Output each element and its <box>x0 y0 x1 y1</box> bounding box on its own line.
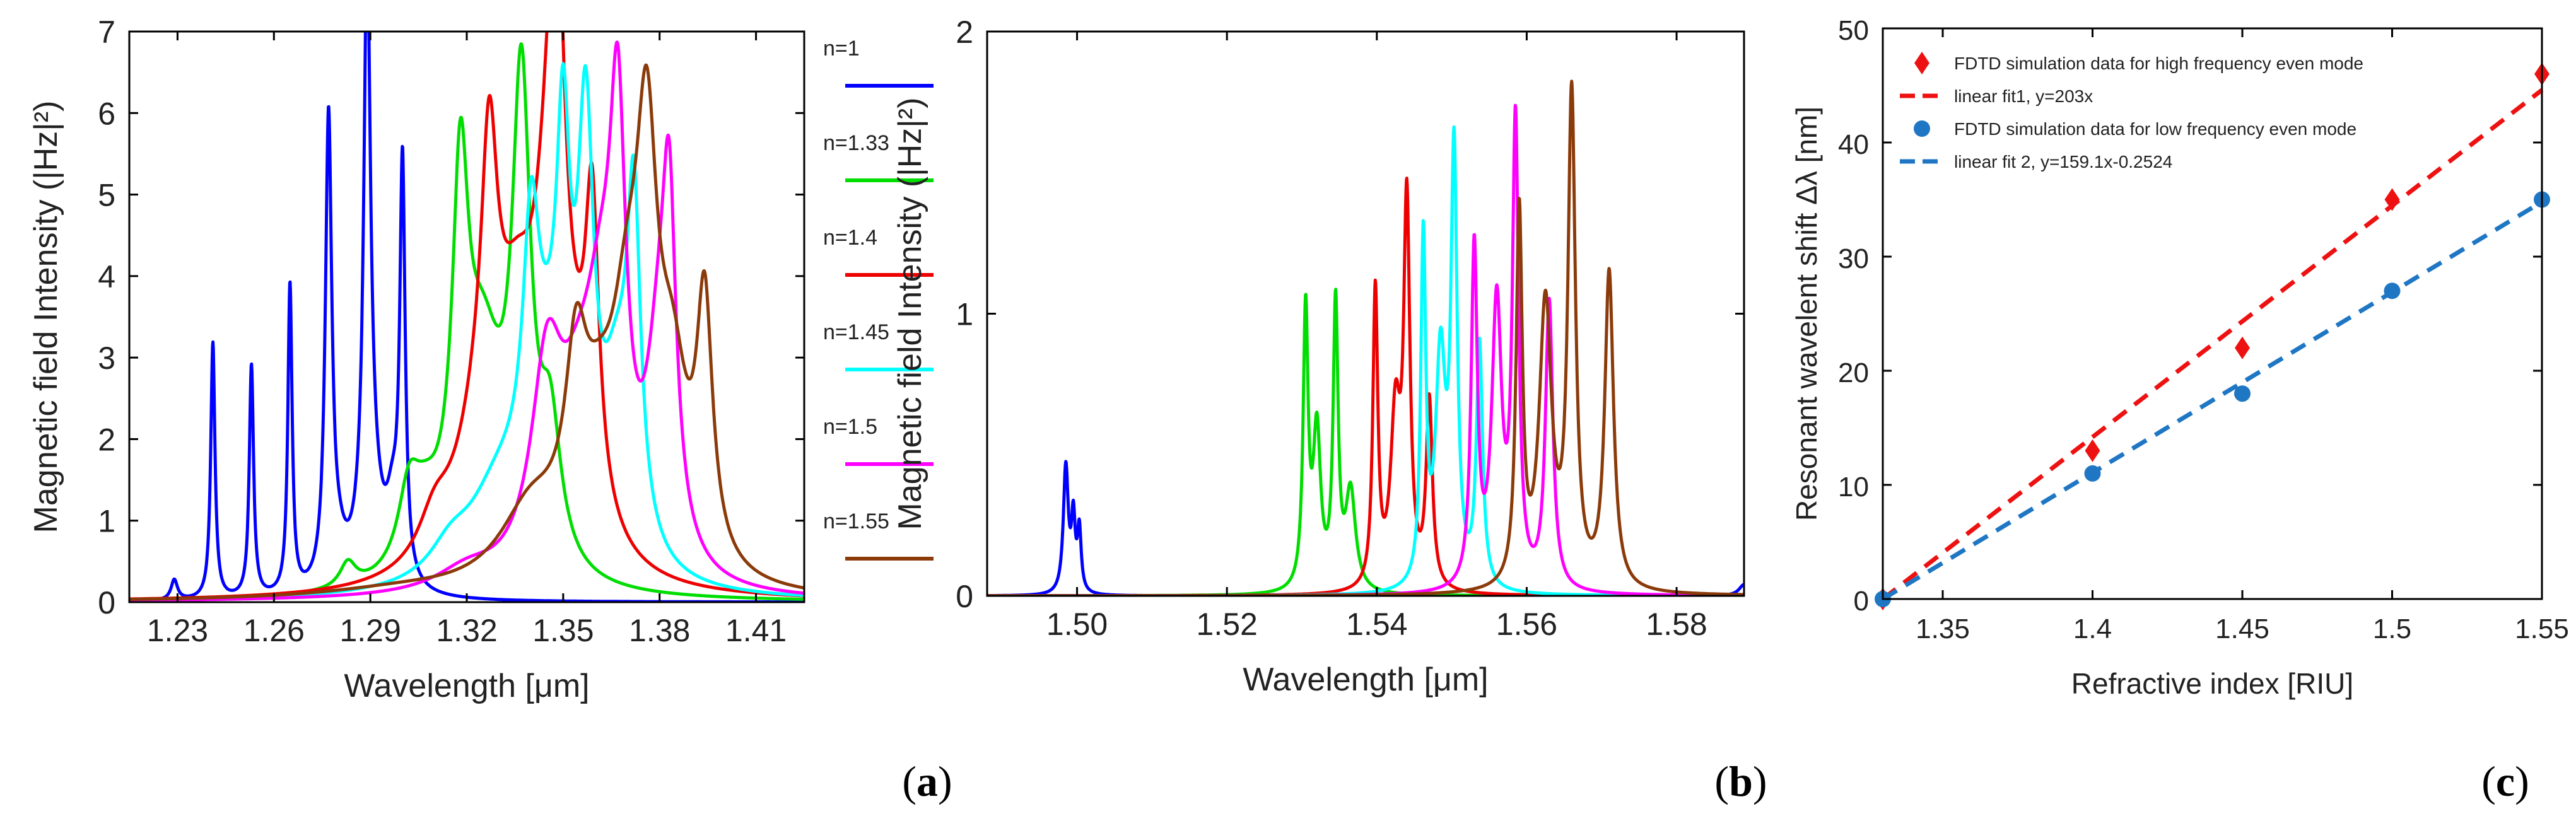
panel-b-chart: 1.50 1.52 1.54 1.56 1.58 0 1 2 Wavelength [μm] Ma… <box>892 15 1745 698</box>
b-xtick-label: 1.50 <box>1046 607 1108 642</box>
c-ytick-label: 40 <box>1838 129 1869 160</box>
a-series-line-n-1-33 <box>129 42 804 602</box>
a-ytick-label: 1 <box>98 504 115 539</box>
c-point-low-frequency <box>2234 385 2251 402</box>
b-plot-area <box>987 79 1744 596</box>
panel-a-label: (a) <box>902 757 952 805</box>
b-x-axis-label: Wavelength [μm] <box>1243 661 1488 698</box>
c-point-high-frequency <box>2235 336 2250 359</box>
c-x-axis-label: Refractive index [RIU] <box>2071 667 2353 700</box>
a-series-line-n-1-45 <box>129 62 804 602</box>
b-series-line-n-1-55 <box>987 79 1744 596</box>
a-y-axis-label: Magnetic field Intensity (|Hz|²) <box>28 101 64 533</box>
b-y-axis-label: Magnetic field Intensity (|Hz|²) <box>892 98 928 530</box>
legend-a-label: n=1.4 <box>823 226 877 250</box>
b-series-line-n-1-5 <box>987 103 1744 596</box>
a-x-axis-label: Wavelength [μm] <box>344 668 589 704</box>
a-ytick-label: 2 <box>98 422 115 457</box>
a-series-line-n-1-55 <box>129 63 804 602</box>
legend-c-label: FDTD simulation data for low frequency e… <box>1954 119 2356 139</box>
c-xtick-label: 1.45 <box>2215 614 2269 644</box>
panel-c-chart: 1.35 1.4 1.45 1.5 1.55 0 10 20 30 40 50 Refractive … <box>1790 15 2569 700</box>
c-fit-line <box>1882 200 2543 601</box>
a-xtick-label: 1.23 <box>147 613 208 648</box>
b-ytick-label: 0 <box>956 579 973 614</box>
a-series-line-n-1-5 <box>129 40 804 602</box>
c-fit-line <box>1881 88 2544 601</box>
a-ytick-label: 4 <box>98 259 115 294</box>
a-ytick-label: 6 <box>98 96 115 131</box>
panel-a-chart: 1.23 1.26 1.29 1.32 1.35 1.38 1.41 0 1 2 3 4 5 6 7 Wave… <box>28 15 805 704</box>
b-series-line-n-1-45 <box>987 125 1744 596</box>
legend-a-label: n=1.5 <box>823 415 877 439</box>
c-ytick-label: 0 <box>1854 586 1869 617</box>
b-xtick-label: 1.52 <box>1197 607 1258 642</box>
b-ytick-label: 2 <box>956 15 973 50</box>
c-plot-frame <box>1882 27 2543 600</box>
c-xtick-label: 1.4 <box>2073 614 2112 644</box>
a-xtick-label: 1.26 <box>243 613 305 648</box>
legend-c-swatch-diamond <box>1914 52 1929 74</box>
a-plot-area <box>129 32 804 602</box>
b-xtick-label: 1.58 <box>1646 607 1707 642</box>
legend-a-label: n=1 <box>823 37 860 61</box>
a-xtick-label: 1.38 <box>629 613 690 648</box>
c-ytick-label: 20 <box>1838 358 1869 388</box>
a-series-line-n-1 <box>129 32 804 602</box>
legend-a-label: n=1.33 <box>823 131 889 155</box>
c-ytick-label: 50 <box>1838 15 1869 46</box>
c-xtick-label: 1.5 <box>2373 614 2411 644</box>
a-ytick-label: 0 <box>98 585 115 620</box>
a-xtick-label: 1.32 <box>436 613 497 648</box>
c-ytick-label: 10 <box>1838 472 1869 503</box>
a-xtick-label: 1.35 <box>532 613 594 648</box>
panel-a-legend: n=1 n=1.33 n=1.4 n=1.45 n=1.5 n=1.55 <box>823 37 934 561</box>
panel-b-label: (b) <box>1714 757 1767 805</box>
b-xtick-label: 1.56 <box>1496 607 1557 642</box>
a-xtick-label: 1.41 <box>725 613 787 648</box>
legend-c-label: linear fit 2, y=159.1x-0.2524 <box>1954 152 2172 172</box>
legend-a-label: n=1.45 <box>823 320 889 344</box>
legend-c-label: linear fit1, y=203x <box>1954 86 2093 106</box>
b-ytick-label: 1 <box>956 297 973 332</box>
legend-c-label: FDTD simulation data for high frequency … <box>1954 54 2363 73</box>
b-xtick-label: 1.54 <box>1346 607 1407 642</box>
a-ytick-label: 3 <box>98 340 115 376</box>
b-series-line-n-1-4 <box>987 177 1744 596</box>
c-y-axis-label: Resonant wavelent shift Δλ [nm] <box>1790 107 1823 521</box>
a-xtick-label: 1.29 <box>339 613 401 648</box>
c-xtick-label: 1.55 <box>2515 614 2569 644</box>
b-plot-frame <box>986 30 1745 597</box>
c-xtick-label: 1.35 <box>1916 614 1970 644</box>
c-point-high-frequency <box>2085 439 2100 462</box>
a-plot-frame <box>128 30 805 603</box>
a-ytick-label: 5 <box>98 178 115 213</box>
a-ytick-label: 7 <box>98 15 115 50</box>
legend-a-label: n=1.55 <box>823 509 889 533</box>
legend-c-swatch-circle <box>1914 120 1930 137</box>
panel-c-label: (c) <box>2481 757 2529 805</box>
c-ytick-label: 30 <box>1838 243 1869 274</box>
